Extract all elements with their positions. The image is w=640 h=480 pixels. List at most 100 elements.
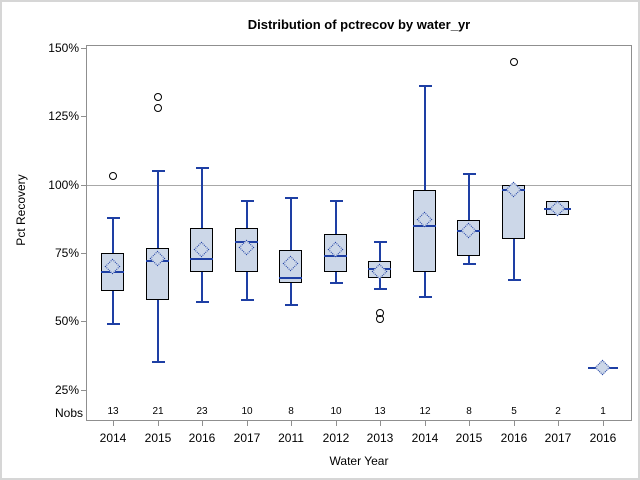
upper-whisker-line: [468, 174, 470, 220]
x-axis-category-label: 2017: [544, 431, 572, 445]
x-axis-category-label: 2016: [188, 431, 216, 445]
y-axis-tick-label: 100%: [48, 178, 79, 192]
y-axis-tick-label: 125%: [48, 109, 79, 123]
outlier-circle: [376, 315, 384, 323]
x-axis-tick: [514, 421, 515, 426]
y-axis-tick: [81, 390, 86, 391]
nobs-value: 2: [555, 406, 561, 417]
x-axis-tick: [247, 421, 248, 426]
mean-diamond-icon: [594, 359, 611, 376]
outlier-circle: [510, 58, 518, 66]
upper-whisker-line: [290, 198, 292, 250]
nobs-value: 21: [152, 406, 164, 417]
upper-whisker-line: [379, 242, 381, 261]
median-line: [190, 258, 213, 260]
lower-whisker-line: [246, 272, 248, 300]
nobs-value: 23: [196, 406, 208, 417]
x-axis-tick: [158, 421, 159, 426]
reference-line-100pct: [87, 185, 631, 186]
x-axis-tick: [336, 421, 337, 426]
nobs-value: 1: [600, 406, 606, 417]
y-axis-tick-label: 150%: [48, 41, 79, 55]
x-axis-category-label: 2016: [500, 431, 528, 445]
iqr-box: [413, 190, 436, 272]
upper-whisker-cap: [374, 241, 387, 243]
x-axis-category-label: 2016: [589, 431, 617, 445]
lower-whisker-line: [157, 300, 159, 362]
lower-whisker-cap: [241, 299, 254, 301]
outlier-circle: [154, 93, 162, 101]
x-axis-category-label: 2014: [411, 431, 439, 445]
upper-whisker-line: [246, 201, 248, 228]
x-axis-category-label: 2012: [322, 431, 350, 445]
nobs-value: 5: [511, 406, 517, 417]
nobs-value: 13: [374, 406, 386, 417]
upper-whisker-cap: [107, 217, 120, 219]
lower-whisker-line: [112, 291, 114, 324]
lower-whisker-cap: [196, 301, 209, 303]
x-axis-tick: [425, 421, 426, 426]
lower-whisker-cap: [419, 296, 432, 298]
x-axis-tick: [202, 421, 203, 426]
outlier-circle: [109, 172, 117, 180]
x-axis-tick: [603, 421, 604, 426]
plot-frame: [86, 45, 632, 421]
x-axis-category-label: 2015: [455, 431, 483, 445]
upper-whisker-line: [112, 218, 114, 253]
y-axis-tick-label: 25%: [54, 383, 79, 397]
nobs-value: 12: [419, 406, 431, 417]
y-axis-label: Pct Recovery: [14, 174, 28, 246]
nobs-value: 10: [330, 406, 342, 417]
lower-whisker-line: [379, 278, 381, 289]
lower-whisker-line: [335, 272, 337, 283]
y-axis-tick: [81, 185, 86, 186]
lower-whisker-cap: [330, 282, 343, 284]
x-axis-tick: [380, 421, 381, 426]
upper-whisker-cap: [196, 167, 209, 169]
lower-whisker-cap: [285, 304, 298, 306]
lower-whisker-line: [201, 272, 203, 302]
median-line: [279, 277, 302, 279]
x-axis-category-label: 2017: [233, 431, 261, 445]
nobs-value: 8: [466, 406, 472, 417]
x-axis-category-label: 2015: [144, 431, 172, 445]
upper-whisker-cap: [152, 170, 165, 172]
lower-whisker-cap: [107, 323, 120, 325]
upper-whisker-line: [335, 201, 337, 234]
upper-whisker-cap: [285, 197, 298, 199]
y-axis-tick: [81, 253, 86, 254]
y-axis-tick: [81, 116, 86, 117]
x-axis-tick: [113, 421, 114, 426]
x-axis-tick: [558, 421, 559, 426]
upper-whisker-line: [201, 168, 203, 228]
nobs-row-label: Nobs: [54, 406, 83, 420]
x-axis-category-label: 2014: [99, 431, 127, 445]
upper-whisker-line: [157, 171, 159, 248]
nobs-value: 13: [107, 406, 119, 417]
lower-whisker-cap: [508, 279, 521, 281]
outlier-circle: [154, 104, 162, 112]
nobs-value: 8: [288, 406, 294, 417]
lower-whisker-cap: [463, 263, 476, 265]
upper-whisker-cap: [241, 200, 254, 202]
chart-title: Distribution of pctrecov by water_yr: [247, 17, 471, 32]
lower-whisker-cap: [152, 361, 165, 363]
lower-whisker-line: [424, 272, 426, 297]
x-axis-category-label: 2011: [278, 431, 304, 445]
nobs-value: 10: [241, 406, 253, 417]
y-axis-tick-label: 75%: [54, 246, 79, 260]
upper-whisker-line: [424, 86, 426, 190]
lower-whisker-cap: [374, 288, 387, 290]
lower-whisker-line: [468, 256, 470, 264]
upper-whisker-cap: [330, 200, 343, 202]
upper-whisker-cap: [463, 173, 476, 175]
lower-whisker-line: [290, 283, 292, 305]
y-axis-tick-label: 50%: [54, 314, 79, 328]
y-axis-tick: [81, 321, 86, 322]
lower-whisker-line: [513, 239, 515, 280]
x-axis-tick: [469, 421, 470, 426]
x-axis-category-label: 2013: [366, 431, 394, 445]
x-axis-label: Water Year: [329, 454, 389, 468]
